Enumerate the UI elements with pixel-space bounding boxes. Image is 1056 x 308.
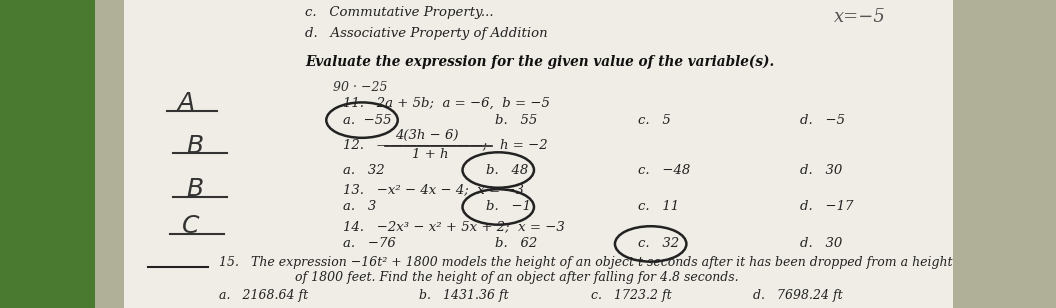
FancyBboxPatch shape [0, 0, 95, 308]
Text: a.   2168.64 ft: a. 2168.64 ft [219, 289, 308, 302]
Text: 15.   The expression −16t² + 1800 models the height of an object t seconds after: 15. The expression −16t² + 1800 models t… [219, 256, 953, 269]
Text: c.   1723.2 ft: c. 1723.2 ft [590, 289, 672, 302]
Text: d.   Associative Property of Addition: d. Associative Property of Addition [305, 27, 547, 40]
Text: d.   −5: d. −5 [800, 114, 845, 127]
Text: x=−5: x=−5 [833, 8, 886, 26]
Text: b.   1431.36 ft: b. 1431.36 ft [419, 289, 509, 302]
Text: c.   Commutative Prop⁠erty...: c. Commutative Prop⁠erty... [305, 6, 493, 19]
Text: B: B [187, 134, 204, 158]
Text: a.   3: a. 3 [343, 201, 376, 213]
Text: 11.   2a + 5b;  a = −6,  b = −5: 11. 2a + 5b; a = −6, b = −5 [343, 97, 550, 110]
Text: b.   48: b. 48 [486, 164, 528, 176]
Text: a.   −76: a. −76 [343, 237, 396, 250]
Text: a.   32: a. 32 [343, 164, 384, 176]
FancyBboxPatch shape [124, 0, 953, 308]
Text: d.   30: d. 30 [800, 164, 843, 176]
Text: 14.   −2x³ − x² + 5x + 2;  x = −3: 14. −2x³ − x² + 5x + 2; x = −3 [343, 220, 565, 233]
Text: b.   55: b. 55 [495, 114, 538, 127]
Text: of 1800 feet. Find the height of an object after falling for 4.8 seconds.: of 1800 feet. Find the height of an obje… [296, 271, 739, 284]
Text: d.   −17: d. −17 [800, 201, 853, 213]
Text: d.   30: d. 30 [800, 237, 843, 250]
Text: 90 · −25: 90 · −25 [334, 81, 388, 94]
Text: c.   −48: c. −48 [638, 164, 691, 176]
Text: 1 + h: 1 + h [412, 148, 448, 160]
Text: d.   7698.24 ft: d. 7698.24 ft [753, 289, 843, 302]
Text: C: C [182, 214, 200, 238]
Text: 12.   ————————;   h = −2: 12. ————————; h = −2 [343, 138, 548, 151]
Text: 13.   −x² − 4x − 4;  x = −3: 13. −x² − 4x − 4; x = −3 [343, 183, 524, 196]
Text: 4(3h − 6): 4(3h − 6) [395, 129, 459, 142]
Text: B: B [187, 177, 204, 201]
Text: Evaluate the expression for the given value of the variable(s).: Evaluate the expression for the given va… [305, 55, 774, 69]
Text: c.   5: c. 5 [638, 114, 671, 127]
Text: c.   11: c. 11 [638, 201, 679, 213]
Text: b.   62: b. 62 [495, 237, 538, 250]
Text: a.  −55: a. −55 [343, 114, 392, 127]
Text: A: A [177, 91, 194, 115]
Text: c.   32: c. 32 [638, 237, 679, 250]
Text: b.   −1: b. −1 [486, 201, 531, 213]
